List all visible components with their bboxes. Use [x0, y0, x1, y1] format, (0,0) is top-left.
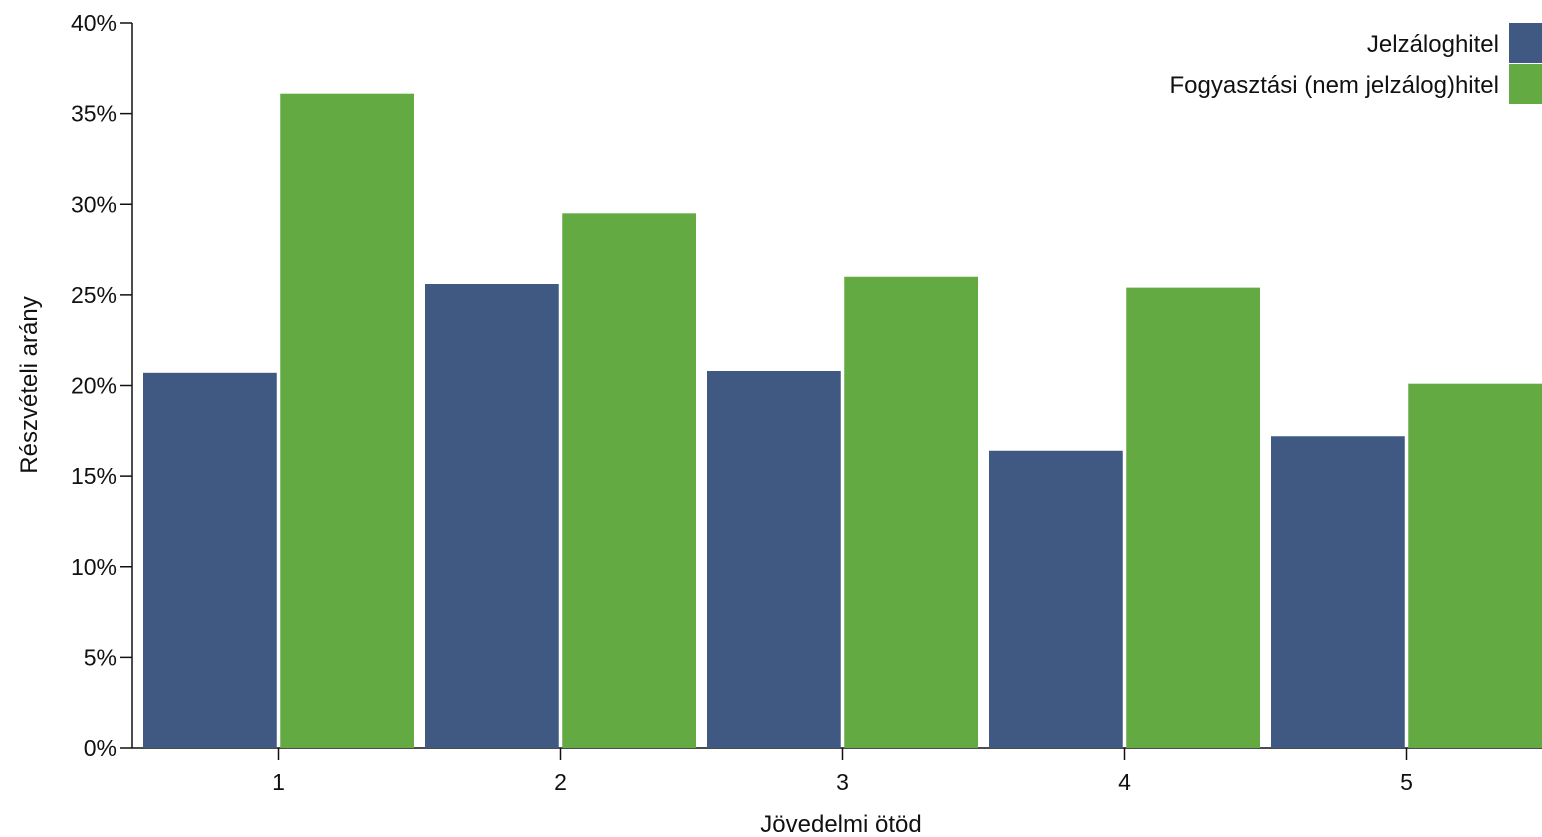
bar-jelzaloghitel-1: [143, 372, 277, 748]
x-axis: 1 2 3 4 5: [132, 747, 1542, 795]
legend: Jelzáloghitel Fogyasztási (nem jelzálog)h…: [1170, 23, 1542, 104]
legend-swatch: [1509, 64, 1542, 104]
y-tick-label: 0%: [84, 735, 117, 761]
bar-jelzaloghitel-2: [425, 284, 559, 748]
bar-fogyasztasi-hitel-5: [1408, 383, 1542, 748]
x-tick-label: 3: [836, 769, 849, 795]
bar-fogyasztasi-hitel-3: [844, 276, 978, 748]
y-tick-label: 35%: [71, 101, 117, 127]
x-tick-label: 4: [1118, 769, 1131, 795]
y-tick-label: 40%: [71, 10, 117, 36]
x-tick-label: 2: [554, 769, 567, 795]
x-tick-label: 5: [1400, 769, 1413, 795]
y-tick-label: 15%: [71, 463, 117, 489]
y-tick-label: 20%: [71, 373, 117, 399]
y-tick-label: 5%: [84, 644, 117, 670]
y-axis: 0% 5% 10% 15% 20% 25% 30% 35% 40%: [71, 10, 133, 761]
y-axis-title: Részvételi arány: [16, 296, 43, 473]
y-tick-label: 10%: [71, 554, 117, 580]
bars: [143, 93, 1542, 748]
bar-jelzaloghitel-4: [989, 450, 1123, 748]
x-axis-title: Jövedelmi ötöd: [760, 811, 921, 837]
bar-fogyasztasi-hitel-4: [1126, 287, 1260, 748]
y-tick-label: 25%: [71, 282, 117, 308]
legend-swatch: [1509, 23, 1542, 63]
legend-label: Fogyasztási (nem jelzálog)hitel: [1170, 72, 1499, 99]
bar-fogyasztasi-hitel-1: [280, 93, 414, 748]
bar-jelzaloghitel-5: [1271, 436, 1405, 748]
legend-label: Jelzáloghitel: [1367, 31, 1499, 58]
bar-fogyasztasi-hitel-2: [562, 213, 696, 748]
x-tick-label: 1: [272, 769, 285, 795]
y-tick-label: 30%: [71, 191, 117, 217]
bar-jelzaloghitel-3: [707, 371, 841, 748]
